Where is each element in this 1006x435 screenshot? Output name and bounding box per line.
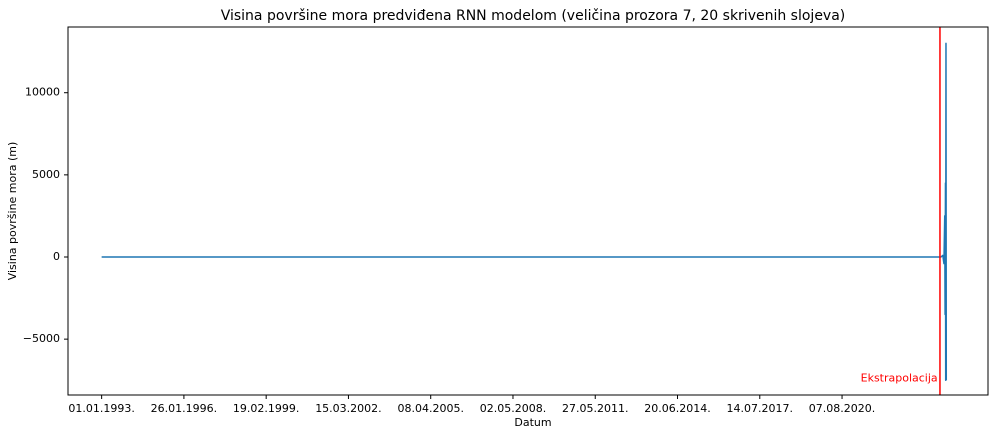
y-tick-label: −5000 [23, 332, 60, 345]
series-line-0 [101, 42, 948, 381]
x-tick-label: 19.02.1999. [233, 402, 299, 415]
x-tick-label: 07.08.2020. [809, 402, 875, 415]
x-tick-label: 14.07.2017. [727, 402, 793, 415]
extrapolation-label: Ekstrapolacija [861, 372, 938, 385]
axes-frame [67, 26, 989, 396]
y-tick-label: 5000 [32, 168, 60, 181]
x-tick-label: 20.06.2014. [644, 402, 710, 415]
y-tick-label: 0 [53, 250, 60, 263]
plot-area: Ekstrapolacija 01.01.1993. 26.01.1996. 19.0… [23, 26, 989, 415]
x-tick-label: 01.01.1993. [68, 402, 134, 415]
x-tick-label: 02.05.2008. [480, 402, 546, 415]
x-axis-label: Datum [514, 416, 551, 429]
x-tick-label: 08.04.2005. [397, 402, 463, 415]
chart-title: Visina površine mora predviđena RNN mode… [221, 8, 846, 24]
x-tick-label: 26.01.1996. [151, 402, 217, 415]
y-axis-label: Visina površine mora (m) [6, 142, 19, 281]
x-tick-label: 15.03.2002. [315, 402, 381, 415]
y-tick-label: 10000 [25, 86, 60, 99]
x-tick-label: 27.05.2011. [562, 402, 628, 415]
